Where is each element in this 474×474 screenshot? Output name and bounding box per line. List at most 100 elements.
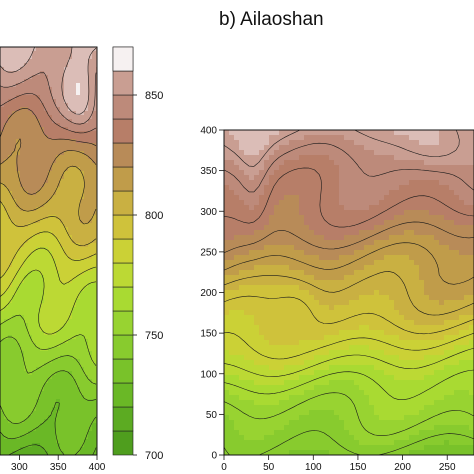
panel-b-cell xyxy=(464,355,470,361)
panel-b-cell xyxy=(279,255,285,261)
panel-a-cell xyxy=(48,267,53,272)
panel-b-cell xyxy=(309,360,315,366)
panel-b-cell xyxy=(339,210,345,216)
panel-a-cell xyxy=(32,55,37,60)
panel-b-cell xyxy=(424,130,430,136)
panel-b-cell xyxy=(419,300,425,306)
panel-b-cell xyxy=(349,245,355,251)
panel-b-cell xyxy=(234,265,240,271)
panel-b-cell xyxy=(269,280,275,286)
panel-b-cell xyxy=(424,285,430,291)
panel-a-cell xyxy=(12,187,17,192)
panel-b-cell xyxy=(334,240,340,246)
panel-b-cell xyxy=(434,315,440,321)
panel-b-cell xyxy=(339,240,345,246)
panel-b-cell xyxy=(339,355,345,361)
panel-b-cell xyxy=(309,295,315,301)
panel-b-cell xyxy=(249,200,255,206)
panel-b-cell xyxy=(379,200,385,206)
panel-b-cell xyxy=(264,230,270,236)
panel-b-cell xyxy=(439,300,445,306)
panel-b-cell xyxy=(269,145,275,151)
panel-a-cell xyxy=(28,139,33,144)
panel-a-cell xyxy=(80,227,85,232)
panel-b-cell xyxy=(244,190,250,196)
panel-b-cell xyxy=(339,235,345,241)
panel-a-cell xyxy=(52,107,57,112)
panel-a-cell xyxy=(52,151,57,156)
panel-b-cell xyxy=(229,240,235,246)
panel-b-cell xyxy=(239,265,245,271)
panel-b-cell xyxy=(299,165,305,171)
panel-a-cell xyxy=(12,199,17,204)
panel-b-cell xyxy=(334,140,340,146)
panel-a-cell xyxy=(28,419,33,424)
panel-b-cell xyxy=(319,155,325,161)
panel-b-cell xyxy=(249,170,255,176)
panel-b-cell xyxy=(289,205,295,211)
panel-b-cell xyxy=(404,305,410,311)
panel-a-cell xyxy=(64,91,69,96)
panel-b-cell xyxy=(274,360,280,366)
panel-b-cell xyxy=(319,255,325,261)
panel-b-cell xyxy=(234,330,240,336)
panel-b-cell xyxy=(384,350,390,356)
panel-a-cell xyxy=(72,239,77,244)
panel-b-cell xyxy=(274,255,280,261)
panel-b-cell xyxy=(379,315,385,321)
panel-a-cell xyxy=(92,99,97,104)
panel-a-cell xyxy=(92,163,97,168)
panel-a-cell xyxy=(20,295,25,300)
panel-a-cell xyxy=(44,107,49,112)
panel-b-cell xyxy=(294,135,300,141)
panel-b-cell xyxy=(414,290,420,296)
panel-b-cell xyxy=(244,330,250,336)
panel-a-cell xyxy=(80,307,85,312)
panel-b-cell xyxy=(269,295,275,301)
panel-b-cell xyxy=(229,175,235,181)
panel-a-cell xyxy=(56,359,61,364)
panel-b-cell xyxy=(349,175,355,181)
panel-b-cell xyxy=(454,130,460,136)
panel-a-cell xyxy=(16,95,21,100)
panel-b-cell xyxy=(469,155,474,161)
panel-b-cell xyxy=(459,355,465,361)
panel-b-cell xyxy=(244,145,250,151)
panel-b-cell xyxy=(359,330,365,336)
panel-b-cell xyxy=(279,250,285,256)
panel-a-cell xyxy=(36,115,41,120)
panel-b-cell xyxy=(404,200,410,206)
panel-b-cell xyxy=(464,225,470,231)
panel-b-cell xyxy=(264,250,270,256)
panel-b-cell xyxy=(384,295,390,301)
panel-b-cell xyxy=(389,360,395,366)
panel-a-cell xyxy=(72,247,77,252)
panel-b-cell xyxy=(454,230,460,236)
panel-b-cell xyxy=(309,140,315,146)
panel-a-cell xyxy=(16,283,21,288)
panel-a-cell xyxy=(8,375,13,380)
panel-b-cell xyxy=(269,245,275,251)
panel-a-cell xyxy=(52,227,57,232)
panel-b-cell xyxy=(319,195,325,201)
panel-b-cell xyxy=(389,240,395,246)
panel-b-cell xyxy=(354,235,360,241)
panel-a-cell xyxy=(52,275,57,280)
panel-a-cell xyxy=(4,195,9,200)
panel-a-cell xyxy=(88,59,93,64)
panel-b-cell xyxy=(329,140,335,146)
panel-b-cell xyxy=(364,230,370,236)
panel-b-cell xyxy=(389,265,395,271)
panel-b-cell xyxy=(324,335,330,341)
panel-a-cell xyxy=(8,267,13,272)
panel-a-cell xyxy=(16,83,21,88)
panel-a-cell xyxy=(8,311,13,316)
panel-a-cell xyxy=(0,411,5,416)
panel-a-cell xyxy=(36,271,41,276)
panel-a-cell xyxy=(76,55,81,60)
panel-b-cell xyxy=(394,335,400,341)
panel-a-cell xyxy=(60,151,65,156)
panel-b-cell xyxy=(409,165,415,171)
panel-a-cell xyxy=(8,127,13,132)
panel-b-cell xyxy=(399,320,405,326)
